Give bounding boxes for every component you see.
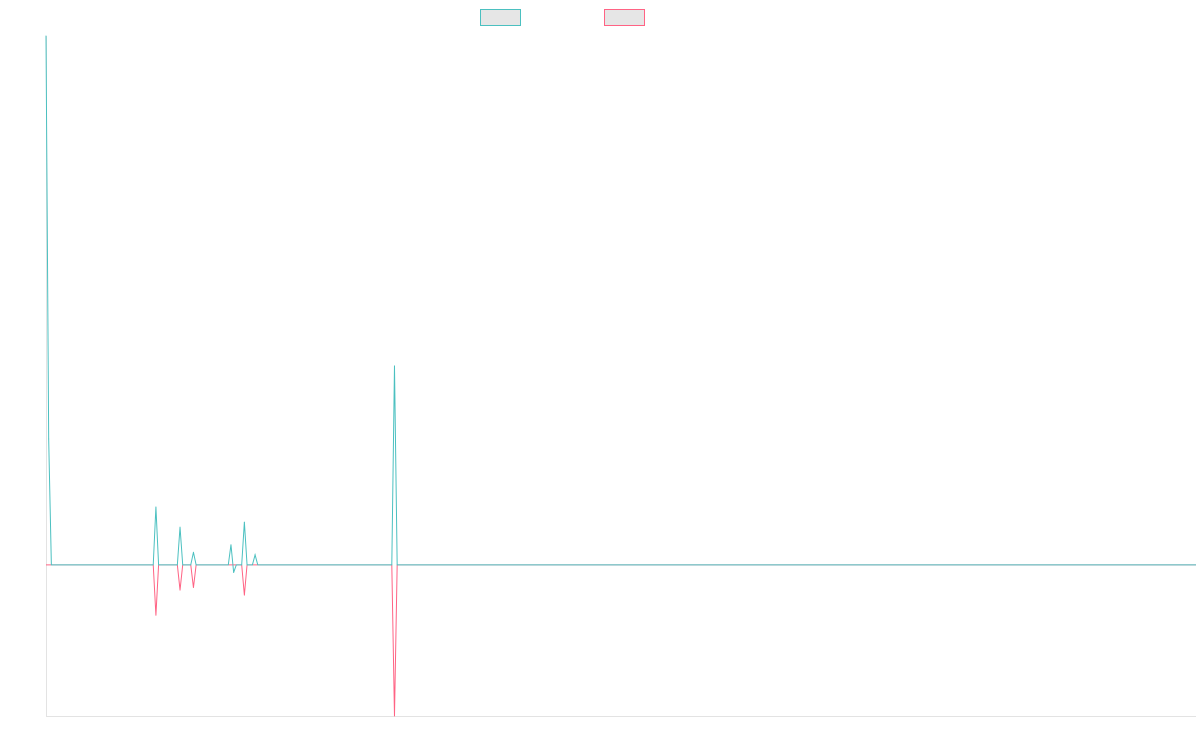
legend-swatch-series-1 xyxy=(480,9,521,26)
series-1-point-1 xyxy=(48,438,50,440)
series-1-point-14 xyxy=(233,571,235,573)
legend-swatch-series-2 xyxy=(604,9,645,26)
series-1-point-10 xyxy=(192,551,194,553)
series-1-point-13 xyxy=(230,544,232,546)
series-1-point-17 xyxy=(243,521,245,523)
series-1-line xyxy=(45,35,1196,573)
series-2-point-18 xyxy=(393,715,395,717)
legend xyxy=(480,9,645,26)
series-1-point-23 xyxy=(393,365,395,367)
legend-item-series-2[interactable] xyxy=(604,9,645,26)
series-2-point-2 xyxy=(155,614,157,616)
series-2-point-5 xyxy=(179,589,181,591)
plot-area xyxy=(45,35,1196,717)
series-2-point-8 xyxy=(192,587,194,589)
series-2-point-15 xyxy=(243,594,245,596)
series-1-point-4 xyxy=(155,506,157,508)
legend-item-series-1[interactable] xyxy=(480,9,521,26)
series-1-point-7 xyxy=(179,526,181,528)
series-1-point-0 xyxy=(45,35,47,37)
series-2-line xyxy=(46,564,1196,717)
series-1-point-20 xyxy=(254,554,256,556)
